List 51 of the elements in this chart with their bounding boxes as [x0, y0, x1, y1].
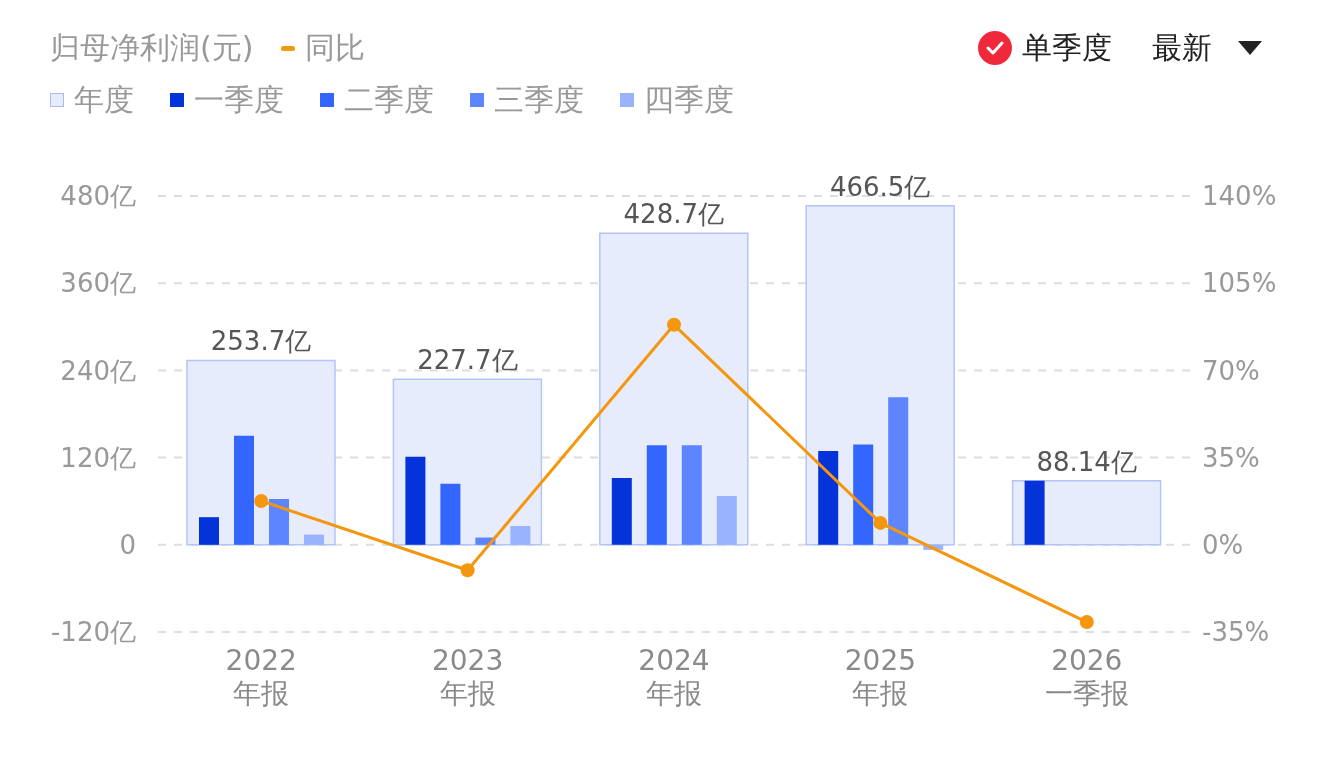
legend-label: 四季度 — [644, 80, 734, 119]
x-tick-label: 2025 年报 — [844, 644, 917, 710]
data-label: 88.14亿 — [1036, 446, 1137, 477]
chart-title: 归母净利润(元) — [50, 28, 254, 67]
bar — [888, 397, 909, 545]
bar — [681, 445, 702, 545]
data-label: 227.7亿 — [417, 345, 518, 376]
bar — [405, 456, 426, 545]
data-label: 466.5亿 — [829, 171, 931, 202]
y2-tick-label: 105% — [1202, 268, 1277, 299]
legend-label: 一季度 — [194, 80, 284, 119]
legend-label: 二季度 — [344, 80, 434, 119]
y2-tick-label: 0% — [1202, 530, 1244, 561]
text: 最新 — [1152, 28, 1212, 67]
bar — [716, 496, 737, 545]
bar — [304, 534, 324, 545]
bar — [510, 525, 531, 545]
bar — [440, 483, 461, 545]
y-tick-label: -120亿 — [50, 617, 136, 648]
y2-tick-label: 70% — [1202, 355, 1260, 386]
point — [873, 515, 888, 530]
text: 单季度 — [1022, 28, 1112, 67]
data-label: 253.7亿 — [210, 326, 312, 357]
point — [460, 563, 475, 578]
bar — [234, 435, 254, 545]
x-tick-label: 2024 年报 — [638, 644, 710, 710]
y-tick-label: 360亿 — [60, 268, 136, 299]
point — [1079, 615, 1094, 630]
bar — [269, 499, 289, 545]
legend-label: 三季度 — [494, 80, 584, 119]
legend-label: 同比 — [305, 28, 366, 67]
bar — [818, 451, 839, 545]
y-tick-label: 0 — [119, 530, 136, 561]
data-label: 428.7亿 — [623, 199, 725, 230]
y-tick-label: 120亿 — [60, 442, 136, 473]
point — [667, 317, 681, 332]
y-tick-label: 480亿 — [60, 181, 136, 212]
bar — [199, 517, 219, 545]
y2-tick-label: 35% — [1202, 442, 1260, 473]
y2-tick-label: 140% — [1202, 181, 1277, 212]
bar — [853, 444, 874, 545]
bar — [1024, 480, 1045, 545]
x-tick-label: 2026 一季报 — [1044, 644, 1129, 710]
x-tick-label: 2023 年报 — [431, 644, 504, 710]
bar — [646, 445, 667, 545]
y-tick-label: 240亿 — [60, 355, 136, 386]
bar — [611, 477, 632, 545]
legend-label: 年度 — [74, 80, 134, 119]
point — [254, 493, 269, 508]
x-tick-label: 2022 年报 — [225, 644, 297, 710]
y2-tick-label: -35% — [1202, 617, 1270, 648]
